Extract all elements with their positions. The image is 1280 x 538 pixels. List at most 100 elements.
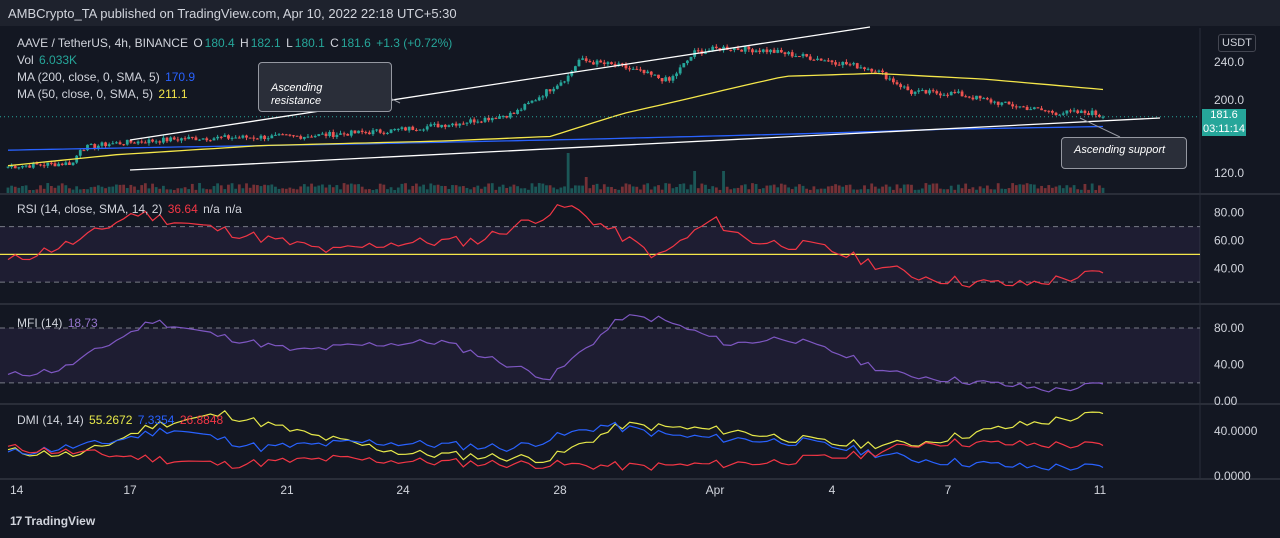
- volume-bar: [584, 177, 588, 193]
- candle-body: [429, 124, 433, 127]
- tradingview-logo-icon: 17: [10, 514, 22, 528]
- ascending-support-trendline: [129, 117, 1161, 171]
- candle-body: [407, 126, 411, 131]
- volume-bar: [606, 186, 610, 193]
- candle-body: [1054, 112, 1058, 116]
- candle-body: [248, 137, 252, 139]
- volume-bar: [411, 185, 415, 193]
- volume-bar: [823, 188, 827, 193]
- volume-bar: [678, 184, 682, 193]
- volume-bar: [237, 184, 241, 193]
- candle-body: [722, 46, 725, 51]
- volume-bar: [382, 184, 386, 193]
- volume-bar: [10, 185, 14, 193]
- candle-body: [176, 139, 180, 141]
- volume-bar: [64, 185, 68, 193]
- candle-body: [104, 142, 107, 147]
- candle-body: [223, 135, 227, 137]
- mfi-tick-label: 40.00: [1214, 358, 1244, 372]
- candle-body: [624, 64, 628, 69]
- volume-bar: [393, 189, 397, 193]
- candle-body: [259, 135, 263, 139]
- volume-bar: [364, 189, 368, 193]
- volume-bar: [339, 189, 342, 193]
- volume-bar: [469, 189, 472, 193]
- candle-body: [1025, 106, 1029, 110]
- volume-bar: [989, 189, 993, 193]
- candle-body: [610, 62, 613, 65]
- candle-body: [1011, 104, 1015, 107]
- volume-bar: [60, 183, 64, 193]
- volume-bar: [281, 188, 285, 193]
- volume-bar: [816, 189, 819, 193]
- candle-body: [154, 141, 158, 143]
- volume-bar: [1058, 185, 1062, 193]
- volume-bar: [198, 183, 201, 193]
- volume-bar: [288, 187, 292, 193]
- candle-body: [306, 136, 310, 138]
- candle-body: [555, 85, 559, 89]
- candle-body: [129, 139, 133, 143]
- candle-body: [718, 48, 722, 51]
- volume-bar: [841, 186, 845, 193]
- candle-body: [1061, 113, 1065, 115]
- volume-bar: [628, 184, 631, 193]
- volume-bar: [711, 186, 715, 193]
- volume-bar: [1000, 188, 1004, 193]
- candle-body: [53, 163, 57, 167]
- candle-body: [910, 90, 913, 94]
- low-value: 180.1: [294, 36, 325, 50]
- candle-body: [913, 91, 917, 94]
- volume-bar: [1079, 189, 1083, 193]
- volume-bar: [39, 185, 42, 193]
- candle-body: [526, 102, 530, 105]
- candle-body: [480, 121, 483, 123]
- candle-body: [751, 49, 754, 53]
- open-value: 180.4: [204, 36, 235, 50]
- volume-bar: [82, 188, 86, 193]
- volume-bar: [346, 184, 350, 193]
- volume-bar: [798, 184, 801, 193]
- candle-body: [1007, 101, 1011, 105]
- candle-body: [606, 62, 610, 64]
- candle-body: [1087, 113, 1090, 116]
- volume-bar: [946, 189, 950, 193]
- candle-body: [928, 90, 931, 94]
- volume-bar: [396, 187, 400, 193]
- candle-body: [978, 95, 982, 99]
- candle-body: [57, 163, 60, 167]
- candle-body: [523, 104, 527, 110]
- volume-bar: [779, 183, 783, 193]
- volume-bar: [129, 184, 133, 193]
- ma200-label: MA (200, close, 0, SMA, 5): [17, 70, 160, 84]
- volume-bar: [321, 184, 324, 193]
- candle-body: [418, 129, 422, 131]
- candle-body: [295, 135, 299, 137]
- candle-body: [165, 137, 169, 142]
- volume-bar: [357, 184, 360, 193]
- candle-body: [317, 134, 321, 136]
- volume-bar: [649, 189, 653, 193]
- candle-body: [136, 141, 140, 144]
- volume-bar: [761, 188, 765, 193]
- candle-body: [736, 48, 740, 50]
- ascending-support-callout[interactable]: Ascending support: [1061, 137, 1187, 169]
- candle-body: [765, 49, 769, 53]
- candle-body: [545, 89, 548, 97]
- volume-bar: [115, 184, 118, 193]
- candle-body: [686, 60, 689, 64]
- candle-body: [151, 139, 154, 142]
- candle-body: [465, 122, 469, 124]
- volume-bar: [284, 188, 288, 193]
- tradingview-logo[interactable]: 17 TradingView: [10, 514, 95, 528]
- volume-bar: [563, 186, 566, 193]
- volume-bar: [754, 184, 758, 193]
- volume-bar: [808, 189, 812, 193]
- candle-body: [779, 49, 783, 53]
- volume-bar: [17, 187, 21, 193]
- currency-unit-button[interactable]: USDT: [1218, 34, 1256, 52]
- ascending-resistance-callout[interactable]: Ascending resistance: [258, 62, 392, 112]
- candle-body: [1076, 110, 1080, 114]
- volume-bar: [230, 183, 234, 193]
